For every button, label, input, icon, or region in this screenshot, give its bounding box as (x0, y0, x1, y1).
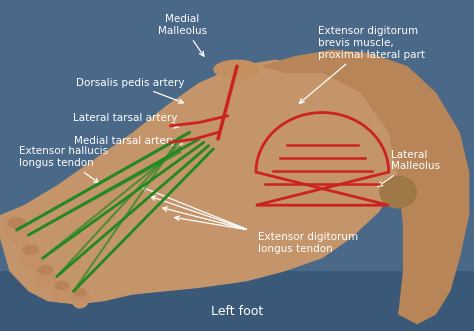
Ellipse shape (51, 280, 72, 303)
Ellipse shape (54, 281, 69, 290)
Polygon shape (0, 60, 403, 305)
Polygon shape (261, 50, 469, 324)
Ellipse shape (213, 60, 261, 79)
Ellipse shape (8, 217, 26, 229)
Text: Medial tarsal artery: Medial tarsal artery (74, 136, 182, 146)
Text: Medial
Malleolus: Medial Malleolus (158, 14, 207, 56)
Bar (0, 271, 474, 331)
Ellipse shape (379, 175, 417, 209)
Text: Dorsalis pedis artery: Dorsalis pedis artery (76, 78, 184, 103)
Ellipse shape (23, 245, 39, 255)
Ellipse shape (18, 243, 43, 270)
Ellipse shape (74, 288, 87, 297)
Ellipse shape (71, 287, 90, 308)
Text: Extensor digitorum
longus tendon: Extensor digitorum longus tendon (258, 232, 358, 254)
Ellipse shape (34, 264, 56, 289)
Text: Extensor hallucis
longus tendon: Extensor hallucis longus tendon (19, 146, 108, 183)
Text: Extensor digitorum
brevis muscle,
proximal lateral part: Extensor digitorum brevis muscle, proxim… (300, 26, 425, 103)
Ellipse shape (3, 216, 30, 244)
Text: Lateral
Malleolus: Lateral Malleolus (378, 150, 440, 186)
Ellipse shape (37, 265, 53, 275)
Text: Left foot: Left foot (211, 305, 263, 318)
Text: Lateral tarsal artery: Lateral tarsal artery (73, 113, 178, 128)
